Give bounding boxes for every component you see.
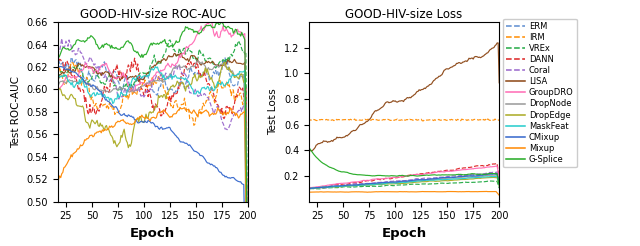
Title: GOOD-HIV-size Loss: GOOD-HIV-size Loss: [346, 8, 463, 21]
Legend: ERM, IRM, VREx, DANN, Coral, LISA, GroupDRO, DropNode, DropEdge, MaskFeat, CMixu: ERM, IRM, VREx, DANN, Coral, LISA, Group…: [503, 18, 577, 167]
Y-axis label: Test Loss: Test Loss: [268, 89, 278, 135]
Title: GOOD-HIV-size ROC-AUC: GOOD-HIV-size ROC-AUC: [80, 8, 226, 21]
X-axis label: Epoch: Epoch: [130, 227, 175, 240]
Y-axis label: Test ROC-AUC: Test ROC-AUC: [11, 76, 20, 148]
X-axis label: Epoch: Epoch: [381, 227, 427, 240]
